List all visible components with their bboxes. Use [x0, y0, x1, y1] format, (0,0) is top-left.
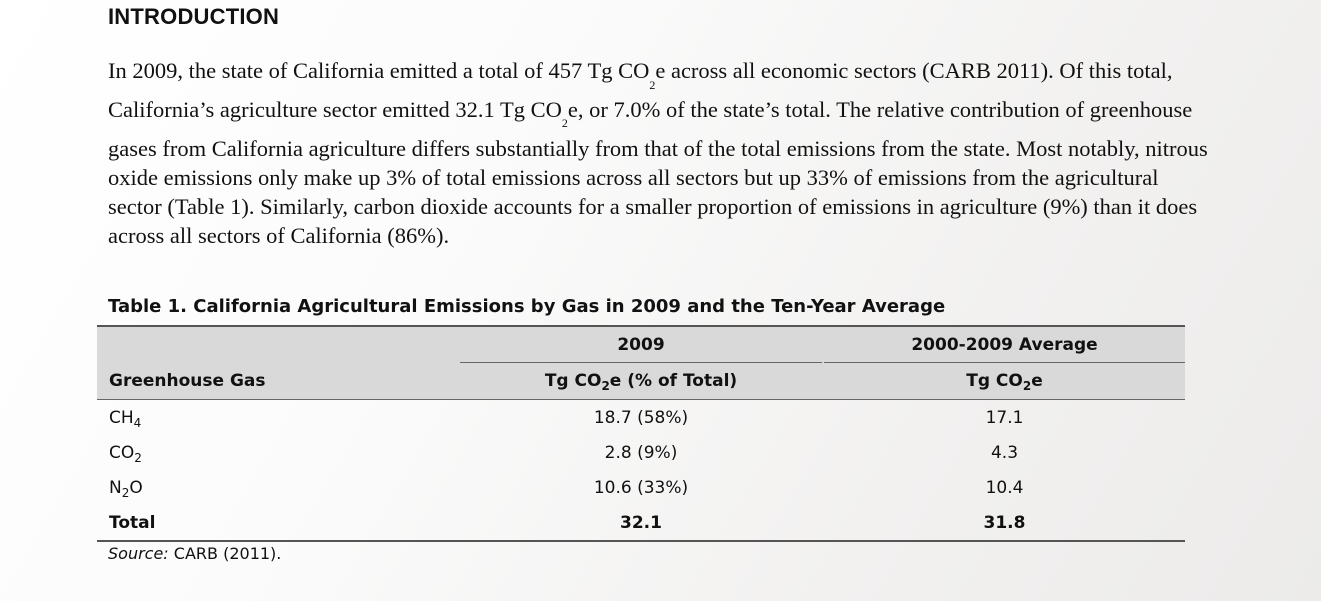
gas-text: CH — [109, 407, 134, 428]
paragraph-text: e, or 7.0% of the state’s total. The rel… — [108, 96, 1208, 249]
gas-text: N — [109, 477, 122, 498]
group-header-average: 2000-2009 Average — [911, 335, 1098, 355]
value-2009-cell: 10.6 (33%) — [593, 477, 689, 498]
gas-text: O — [129, 477, 143, 498]
table-total-row: Total 32.1 31.8 — [97, 505, 1185, 540]
subscript: 2 — [601, 379, 610, 393]
value-average-cell: 4.3 — [990, 442, 1019, 463]
column-header-gas: Greenhouse Gas — [109, 371, 266, 391]
gas-cell: CO 2 — [109, 435, 142, 470]
source-label: Source: — [108, 544, 169, 563]
value-2009-cell: 18.7 (58%) — [593, 407, 689, 428]
header-divider — [824, 362, 1185, 363]
table-source-note: Source: CARB (2011). — [108, 544, 281, 563]
value-2009-cell: 2.8 (9%) — [604, 442, 678, 463]
subscript: 4 — [133, 415, 142, 430]
subscript: 2 — [1022, 379, 1032, 393]
paragraph-text: In 2009, the state of California emitted… — [108, 58, 650, 83]
subscript: 2 — [649, 77, 656, 92]
subscript: 2 — [121, 485, 130, 500]
value-average-cell: 10.4 — [985, 477, 1024, 498]
table-caption: Table 1. California Agricultural Emissio… — [108, 296, 946, 317]
column-header-average: Tg CO 2 e — [824, 363, 1185, 399]
group-header-2009: 2009 — [617, 335, 665, 355]
table-row: CO 2 2.8 (9%) 4.3 — [97, 435, 1185, 470]
section-heading: INTRODUCTION — [108, 4, 280, 29]
header-text: e (% of Total) — [609, 371, 738, 391]
gas-text: CO — [109, 442, 135, 463]
intro-paragraph: In 2009, the state of California emitted… — [108, 56, 1208, 251]
paragraph-text: e across all economic sectors (CARB 2011… — [108, 58, 1173, 122]
header-text: e — [1031, 371, 1043, 391]
subscript: 2 — [561, 116, 568, 131]
table-row: CH 4 18.7 (58%) 17.1 — [97, 400, 1185, 435]
total-label: Total — [109, 512, 156, 533]
header-text: Tg CO — [966, 371, 1023, 391]
column-header-2009: Tg CO 2 e (% of Total) — [460, 363, 822, 399]
header-divider — [460, 362, 822, 363]
source-text: CARB (2011). — [168, 544, 282, 563]
total-2009-value: 32.1 — [620, 512, 662, 533]
emissions-table: 2009 2000-2009 Average Greenhouse Gas Tg… — [97, 325, 1185, 542]
table-group-header-row: 2009 2000-2009 Average — [97, 327, 1185, 363]
header-text: Tg CO — [544, 371, 602, 391]
value-average-cell: 17.1 — [985, 407, 1024, 428]
gas-cell: CH 4 — [109, 400, 141, 435]
subscript: 2 — [134, 450, 142, 465]
total-average-value: 31.8 — [983, 512, 1026, 533]
table-column-header-row: Greenhouse Gas Tg CO 2 e (% of Total) Tg C… — [97, 363, 1185, 400]
